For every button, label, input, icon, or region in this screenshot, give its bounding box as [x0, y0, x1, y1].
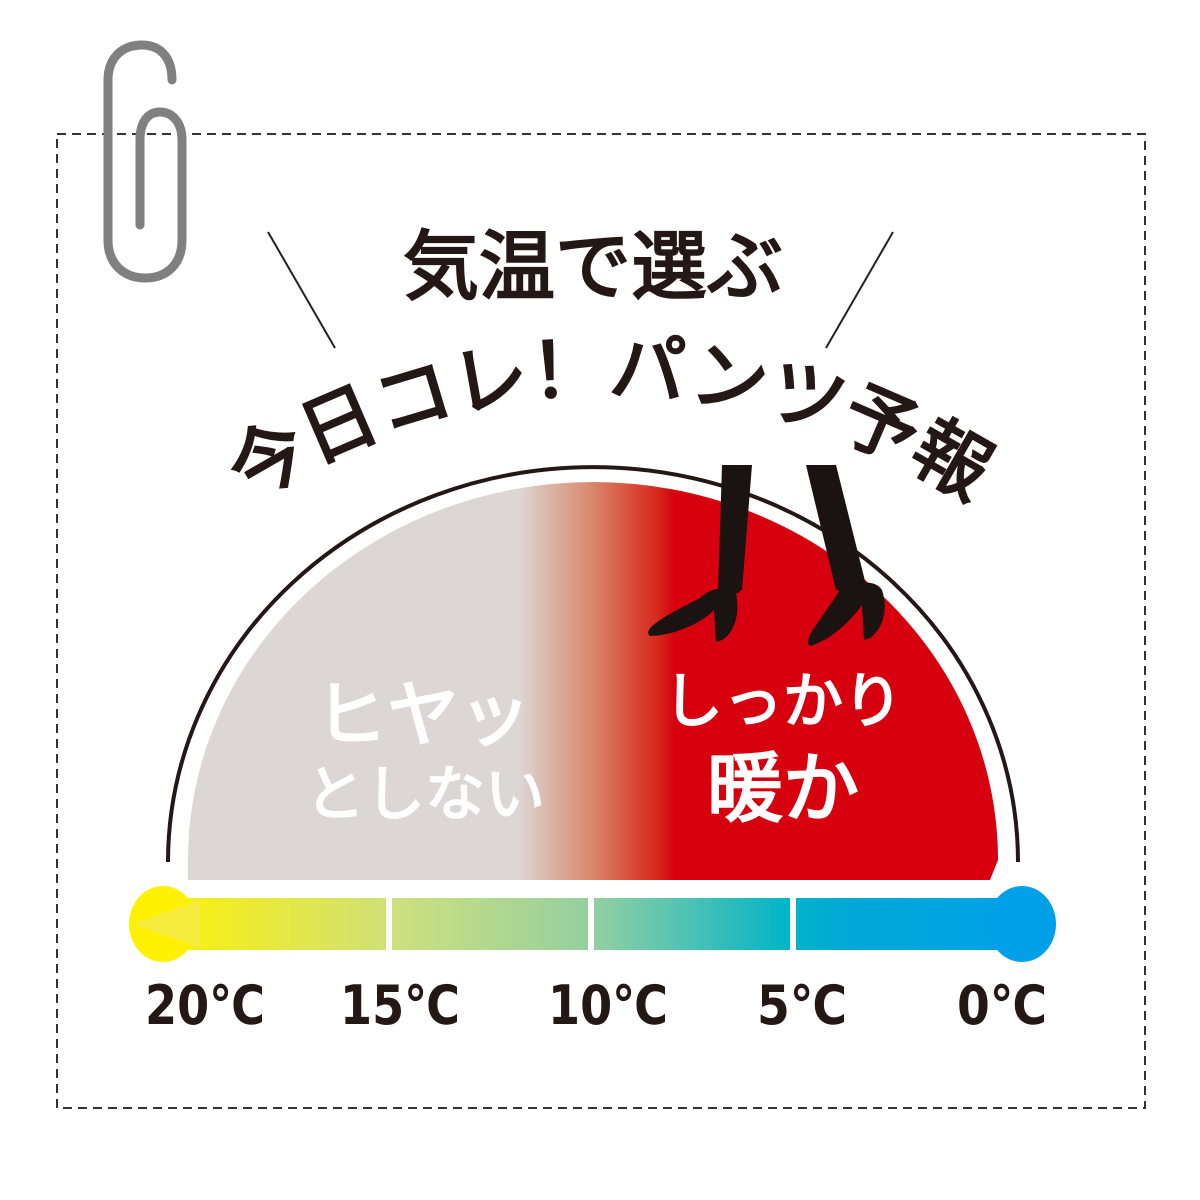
dome-outline — [166, 465, 1020, 863]
cool-label-line1: ヒヤッ — [315, 673, 531, 757]
dashed-frame — [56, 133, 1146, 1109]
tick-label-20: 20℃ — [145, 974, 265, 1037]
tick-label-0: 0℃ — [957, 974, 1047, 1037]
tick-label-15: 15℃ — [340, 974, 460, 1037]
temperature-dome — [188, 482, 998, 880]
arrow-left-icon — [132, 900, 200, 948]
paperclip-icon — [103, 40, 187, 283]
warm-label-line1: しっかり — [663, 667, 903, 737]
accent-line-left — [267, 231, 336, 349]
accent-line-right — [825, 231, 894, 349]
warm-label-line2: 暖か — [707, 744, 859, 833]
tick-label-10: 10℃ — [548, 974, 668, 1037]
cold-end-cap — [988, 886, 1056, 962]
scale-labels: 20℃ 15℃ 10℃ 5℃ 0℃ — [145, 974, 1047, 1037]
subtitle: 気温で選ぶ — [403, 222, 783, 311]
temperature-scale-bar — [129, 886, 1056, 962]
cool-label-line2: としない — [305, 760, 545, 830]
high-heels-legs-icon — [648, 465, 885, 646]
tick-label-5: 5℃ — [757, 974, 847, 1037]
